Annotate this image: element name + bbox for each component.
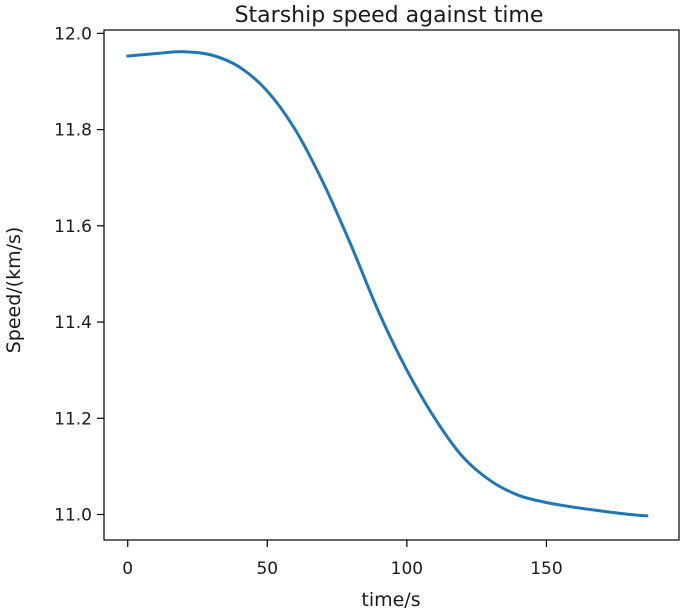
y-tick-label: 11.0 xyxy=(54,506,92,526)
y-tick-label: 11.2 xyxy=(54,409,92,429)
y-axis: 11.0 11.2 11.4 11.6 11.8 12.0 xyxy=(54,24,104,526)
chart-title: Starship speed against time xyxy=(235,3,544,28)
y-tick-label: 11.4 xyxy=(54,313,92,333)
x-tick-label: 0 xyxy=(122,559,133,579)
plot-frame xyxy=(103,29,680,541)
y-axis-label: Speed/(km/s) xyxy=(3,227,25,354)
y-tick-label: 12.0 xyxy=(54,24,92,44)
x-tick-label: 100 xyxy=(391,559,423,579)
plot-area xyxy=(103,29,680,541)
x-tick-label: 50 xyxy=(256,559,278,579)
x-axis-label: time/s xyxy=(361,589,420,611)
y-tick-label: 11.8 xyxy=(54,121,92,141)
x-tick-label: 150 xyxy=(530,559,562,579)
x-axis: 0 50 100 150 xyxy=(122,540,563,579)
series-line xyxy=(126,50,649,518)
y-tick-label: 11.6 xyxy=(54,217,92,237)
